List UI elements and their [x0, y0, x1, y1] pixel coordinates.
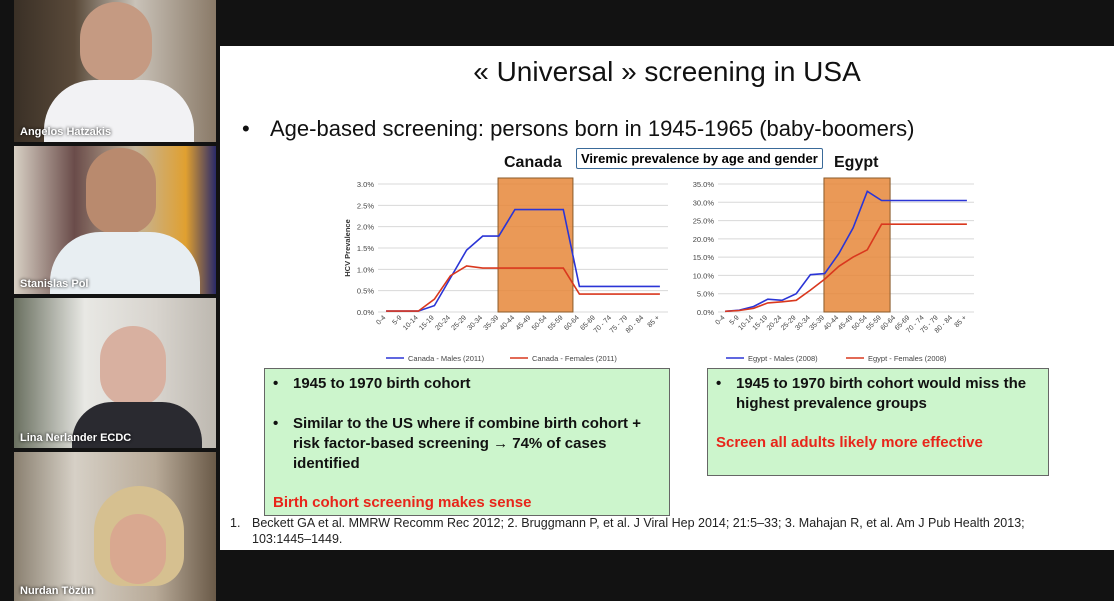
y-tick-label: 3.0%: [357, 180, 374, 189]
x-tick-label: 40-44: [499, 314, 517, 332]
x-tick-label: 85 +: [954, 314, 969, 329]
participant-name: Lina Nerlander ECDC: [20, 432, 132, 444]
person-silhouette: [50, 232, 200, 294]
x-tick-label: 80 - 84: [625, 314, 645, 334]
canada-label: Canada: [504, 154, 562, 171]
list-item: • 1945 to 1970 birth cohort would miss th…: [716, 375, 1027, 412]
legend-label: Egypt - Males (2008): [748, 354, 818, 363]
x-tick-label: 30-34: [794, 314, 812, 332]
y-tick-label: 25.0%: [693, 217, 715, 226]
x-tick-label: 25-29: [450, 314, 468, 332]
shared-slide: « Universal » screening in USA • Age-base…: [220, 46, 1114, 550]
participant-tile[interactable]: Lina Nerlander ECDC: [14, 298, 216, 448]
right-summary-box: • 1945 to 1970 birth cohort would miss th…: [707, 368, 1049, 476]
y-tick-label: 0.0%: [357, 308, 374, 317]
person-silhouette: [110, 514, 166, 584]
slide-title: « Universal » screening in USA: [473, 56, 861, 87]
y-tick-label: 1.0%: [357, 265, 374, 274]
viremic-label: Viremic prevalence by age and gender: [576, 148, 823, 169]
participant-name: Stanislas Pol: [20, 278, 89, 290]
bullet-dot: •: [273, 415, 279, 432]
series-line: [386, 208, 660, 312]
bullet-dot: •: [242, 116, 250, 141]
x-tick-label: 85 +: [647, 314, 662, 329]
x-tick-label: 25-29: [780, 314, 798, 332]
x-tick-label: 60-64: [563, 314, 581, 332]
participant-name: Nurdan Tözün: [20, 585, 94, 597]
canada-chart: 0.0% 0.5% 1.0% 1.5% 2.0% 2.5% 3.0% HCV Prevalen…: [343, 177, 668, 363]
x-tick-label: 55-59: [865, 314, 883, 332]
egypt-label: Egypt: [834, 154, 879, 171]
references: 1. Beckett GA et al. MMRW Recomm Rec 201…: [230, 515, 1090, 547]
y-tick-label: 1.5%: [357, 244, 374, 253]
egypt-chart: 0.0% 5.0% 10.0% 15.0% 20.0% 25.0% 30.0% 35.0% 0-…: [693, 177, 974, 363]
bullet-dot: •: [716, 375, 722, 392]
y-tick-label: 0.0%: [697, 308, 714, 317]
participant-tile[interactable]: Stanislas Pol: [14, 146, 216, 294]
x-tick-label: 35-39: [808, 314, 826, 332]
x-tick-label: 35-39: [483, 314, 501, 332]
left-summary-box: • 1945 to 1970 birth cohort • Similar to t…: [264, 368, 670, 516]
right-conclusion: Screen all adults likely more effective: [716, 434, 983, 451]
x-tick-label: 20-24: [434, 314, 452, 332]
x-tick-label: 0-4: [714, 314, 726, 326]
x-tick-label: 15-19: [752, 314, 770, 332]
x-tick-label: 10-14: [737, 314, 755, 332]
highlight-band: [497, 177, 574, 313]
y-tick-label: 0.5%: [357, 287, 374, 296]
person-silhouette: [44, 80, 194, 142]
person-silhouette: [80, 2, 152, 82]
y-axis-label: HCV Prevalence: [343, 219, 352, 277]
x-tick-label: 5-9: [391, 314, 403, 326]
y-tick-label: 10.0%: [693, 271, 715, 280]
x-tick-label: 50-54: [531, 314, 549, 332]
list-item: • Similar to the US where if combine birt…: [273, 415, 641, 472]
y-tick-label: 35.0%: [693, 180, 715, 189]
x-tick-label: 45-49: [837, 314, 855, 332]
x-tick-label: 55-59: [547, 314, 565, 332]
x-tick-label: 45-49: [515, 314, 533, 332]
person-silhouette: [86, 148, 156, 234]
reference-number: 1.: [230, 516, 241, 530]
person-silhouette: [100, 326, 166, 406]
highlight-band: [823, 177, 891, 313]
x-tick-label: 0-4: [375, 314, 387, 326]
bullet-text: Age-based screening: persons born in 194…: [270, 116, 915, 141]
legend-label: Egypt - Females (2008): [868, 354, 947, 363]
series-line: [386, 265, 660, 312]
reference-line: 103:1445–1449.: [252, 532, 343, 546]
legend-label: Canada - Females (2011): [532, 354, 617, 363]
y-tick-label: 2.0%: [357, 223, 374, 232]
left-conclusion: Birth cohort screening makes sense: [273, 494, 532, 511]
series-line: [725, 223, 967, 313]
y-tick-label: 20.0%: [693, 235, 715, 244]
participant-tile[interactable]: Angelos Hatzakis: [14, 0, 216, 142]
x-tick-label: 40-44: [823, 314, 841, 332]
series-line: [725, 190, 967, 313]
x-tick-label: 20-24: [766, 314, 784, 332]
legend-label: Canada - Males (2011): [408, 354, 485, 363]
participant-name: Angelos Hatzakis: [20, 126, 112, 138]
reference-line: Beckett GA et al. MMRW Recomm Rec 2012; …: [252, 516, 1025, 530]
x-tick-label: 15-19: [418, 314, 436, 332]
person-silhouette: [72, 402, 202, 448]
x-tick-label: 30-34: [467, 314, 485, 332]
list-item: • 1945 to 1970 birth cohort: [273, 375, 471, 392]
y-tick-label: 5.0%: [697, 290, 714, 299]
x-tick-label: 10-14: [402, 314, 420, 332]
slide-bullet: • Age-based screening: persons born in 19…: [242, 116, 915, 142]
x-tick-label: 60-64: [880, 314, 898, 332]
y-tick-label: 30.0%: [693, 198, 715, 207]
x-tick-label: 50-54: [851, 314, 869, 332]
bullet-dot: •: [273, 375, 279, 392]
y-tick-label: 2.5%: [357, 201, 374, 210]
participant-tile[interactable]: Nurdan Tözün: [14, 452, 216, 601]
y-tick-label: 15.0%: [693, 253, 715, 262]
